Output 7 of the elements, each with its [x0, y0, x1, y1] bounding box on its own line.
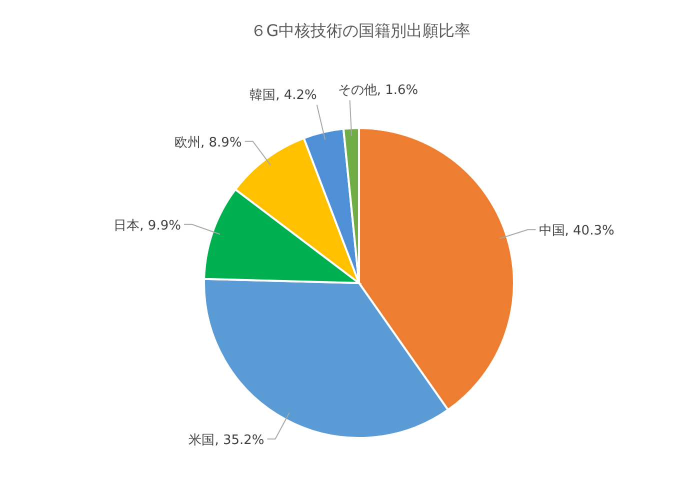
slice-label: 米国, 35.2% [188, 432, 264, 448]
chart-title: ６G中核技術の国籍別出願比率 [250, 21, 471, 40]
slice-label: その他, 1.6% [338, 83, 418, 98]
slice-label: 韓国, 4.2% [250, 88, 317, 103]
slice-label: 欧州, 8.9% [174, 135, 242, 150]
slice-label: 中国, 40.3% [538, 224, 614, 239]
slice-label: 日本, 9.9% [114, 218, 181, 234]
